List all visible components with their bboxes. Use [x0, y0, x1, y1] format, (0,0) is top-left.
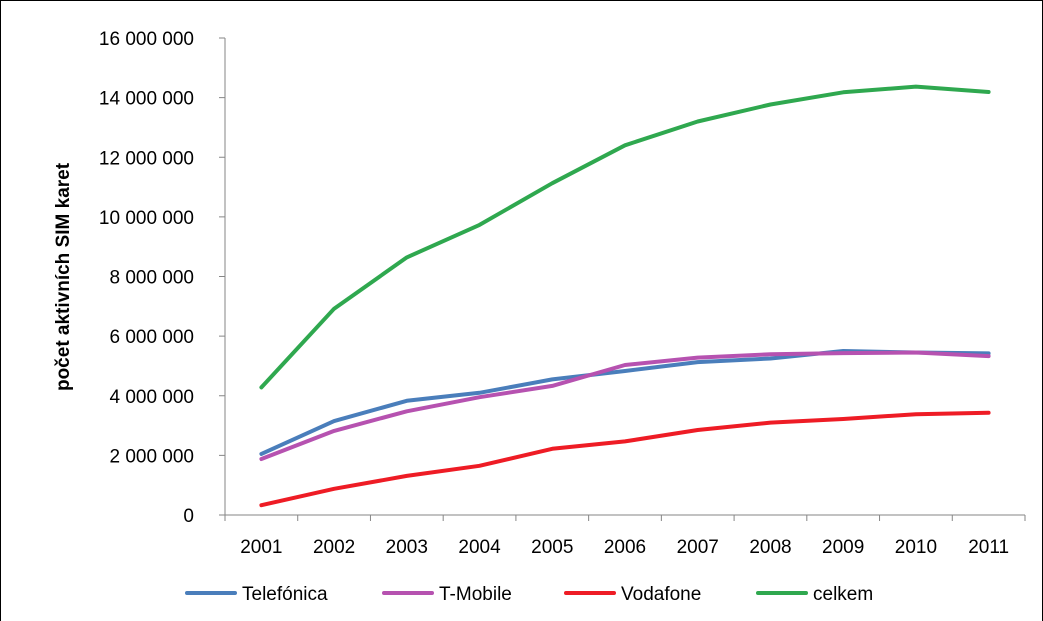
y-tick-label: 8 000 000 [109, 268, 194, 289]
y-tick-label: 6 000 000 [109, 327, 194, 348]
series-line-vodafone [259, 410, 991, 508]
legend-label: celkem [813, 584, 873, 605]
y-tick-label: 14 000 000 [99, 89, 194, 110]
x-tick-label: 2005 [531, 537, 573, 558]
x-tick-label: 2011 [968, 537, 1009, 558]
plot-area: 0 2 000 000 4 000 000 6 000 000 8 000 000 10 … [53, 29, 1026, 605]
x-tick-label: 2006 [604, 537, 646, 558]
y-tick-label: 2 000 000 [109, 446, 194, 467]
series-line-celkem [259, 84, 991, 390]
x-tick-label: 2009 [822, 537, 864, 558]
x-tick-label: 2003 [386, 537, 428, 558]
legend-label: Vodafone [621, 584, 701, 605]
y-tick-label: 16 000 000 [99, 29, 194, 50]
legend-label: Telefónica [242, 584, 328, 605]
x-tick-label: 2002 [313, 537, 355, 558]
x-tick-label: 2007 [677, 537, 719, 558]
x-tick-label: 2004 [458, 537, 501, 558]
y-tick-label: 10 000 000 [99, 208, 194, 229]
x-tick-label: 2001 [240, 537, 282, 558]
x-tick-label: 2010 [895, 537, 937, 558]
y-tick-label: 4 000 000 [109, 387, 194, 408]
y-axis-title: počet aktivních SIM karet [53, 162, 74, 391]
legend-label: T-Mobile [439, 584, 512, 605]
x-tick-label: 2008 [749, 537, 791, 558]
y-tick-label: 0 [183, 506, 194, 527]
y-tick-label: 12 000 000 [99, 148, 194, 169]
